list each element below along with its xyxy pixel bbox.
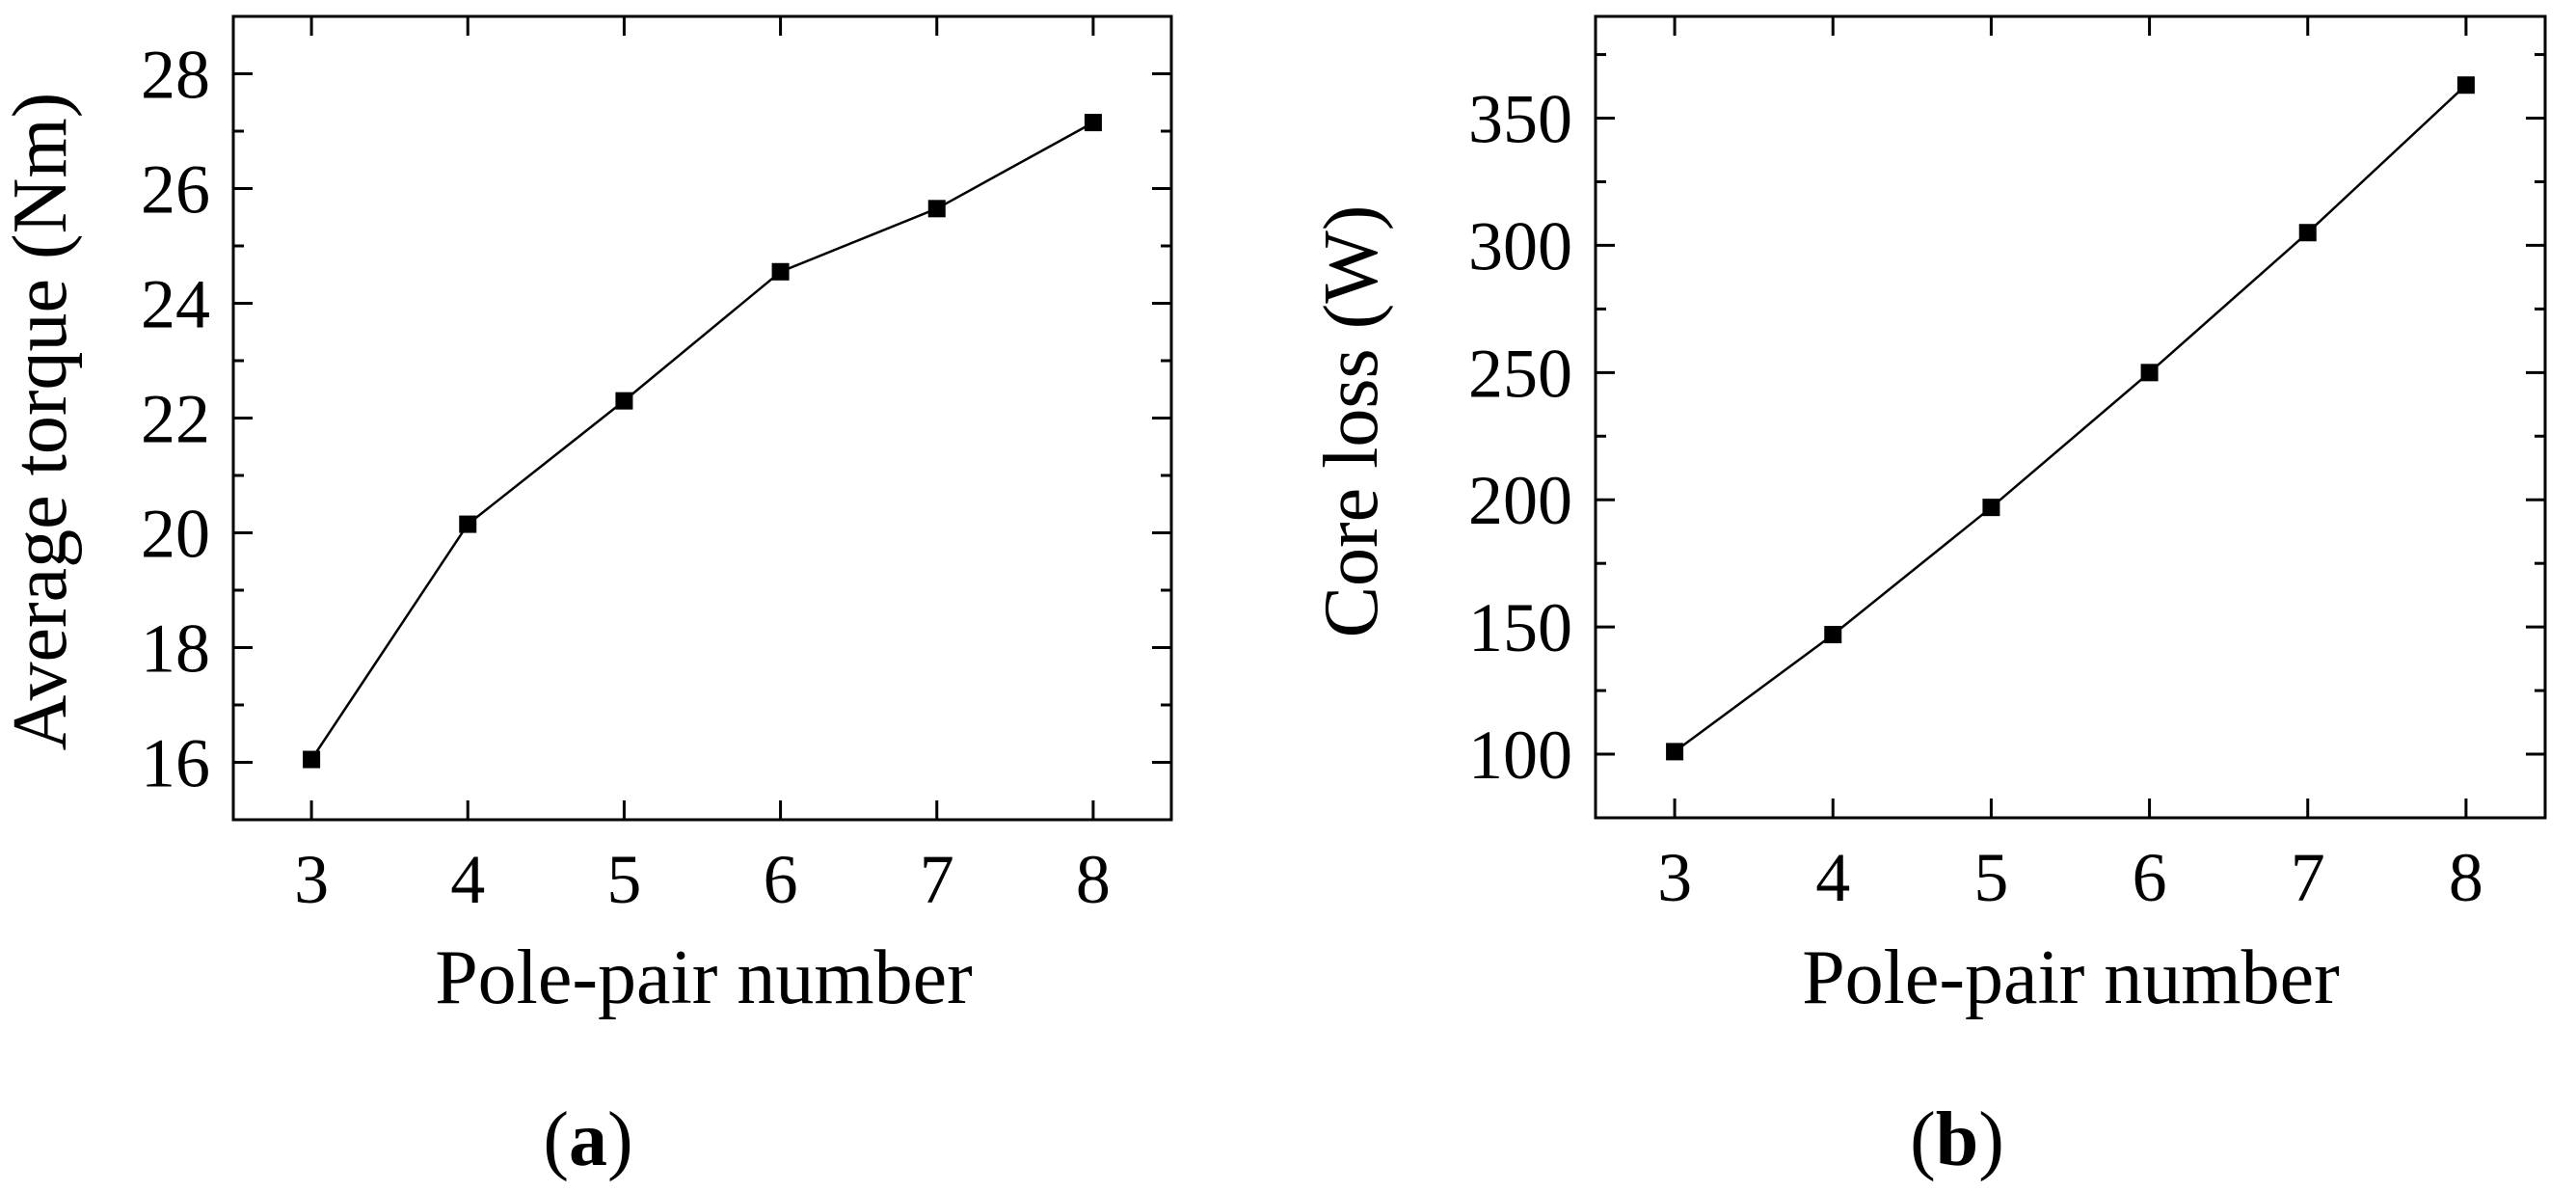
chart-b-x-tick-label: 5 [1973,839,2008,916]
chart-a-y-tick-label: 16 [141,725,210,802]
chart-b-y-tick-label: 100 [1468,717,1572,794]
chart-a-series-line [310,122,1094,761]
chart-b-data-point [1982,499,2000,517]
chart-a-data-point [459,515,477,533]
chart-a-x-tick-label: 6 [764,841,798,918]
chart-b: 100 150 200 250 300 350 3 4 5 6 7 8 Pole-pair numb… [1309,14,2547,1182]
chart-a-series [303,114,1102,769]
chart-b-x-tick-label: 3 [1657,839,1692,916]
chart-b-data-point [2456,76,2475,95]
chart-a-data-point [1084,114,1102,132]
chart-a-y-tick-label: 20 [141,496,210,573]
chart-b-x-axis-title: Pole-pair number [1802,935,2340,1020]
chart-b-y-axis-title: Core loss (W) [1309,205,1394,638]
chart-b-y-tick-label: 150 [1468,589,1572,666]
chart-a-data-point [771,262,790,281]
chart-a-y-tick-label: 28 [141,37,210,114]
chart-b-x-tick-label: 6 [2133,839,2167,916]
chart-a: 16 18 20 22 24 26 28 3 4 5 6 7 8 Pole-pair number A… [0,14,1173,1182]
chart-a-x-axis-title: Pole-pair number [435,935,973,1020]
chart-a-y-ticks: 16 18 20 22 24 26 28 [141,14,1171,822]
chart-a-y-tick-label: 26 [141,151,210,229]
chart-a-data-point [303,750,321,769]
chart-a-axes-box [231,14,1173,822]
chart-a-x-tick-label: 5 [606,841,641,918]
chart-a-y-axis-title: Average torque (Nm) [0,93,83,751]
chart-b-y-tick-label: 300 [1468,207,1572,284]
chart-a-y-tick-label: 24 [141,266,210,343]
chart-a-panel-label: (a) [543,1097,632,1182]
chart-b-series-line [1674,84,2467,753]
chart-b-x-tick-label: 8 [2449,839,2483,916]
chart-a-y-tick-label: 22 [141,381,210,458]
chart-a-x-tick-label: 8 [1076,841,1111,918]
chart-b-y-ticks: 100 150 200 250 300 350 [1468,53,2545,820]
chart-b-x-tick-label: 4 [1815,839,1850,916]
chart-b-x-ticks: 3 4 5 6 7 8 [1657,16,2483,916]
chart-b-data-point [2298,224,2317,242]
chart-b-plot-frame [1594,14,2547,820]
chart-a-x-tick-label: 7 [920,841,954,918]
chart-b-panel-label: (b) [1910,1097,2004,1182]
chart-a-data-point [615,392,633,410]
chart-b-y-tick-label: 350 [1468,81,1572,158]
chart-b-data-point [2140,364,2159,382]
chart-a-data-point [927,200,946,218]
chart-a-plot-frame [231,14,1173,822]
chart-a-x-tick-label: 4 [450,841,485,918]
chart-b-axes-box [1594,14,2547,820]
chart-a-y-tick-label: 18 [141,610,210,688]
chart-b-series [1666,76,2475,761]
chart-b-x-tick-label: 7 [2291,839,2325,916]
chart-b-y-tick-label: 250 [1468,335,1572,412]
chart-b-data-point [1824,626,1842,644]
chart-a-x-tick-label: 3 [294,841,329,918]
chart-b-data-point [1666,743,1684,761]
chart-a-x-ticks: 3 4 5 6 7 8 [294,16,1111,918]
chart-b-y-tick-label: 200 [1468,462,1572,539]
